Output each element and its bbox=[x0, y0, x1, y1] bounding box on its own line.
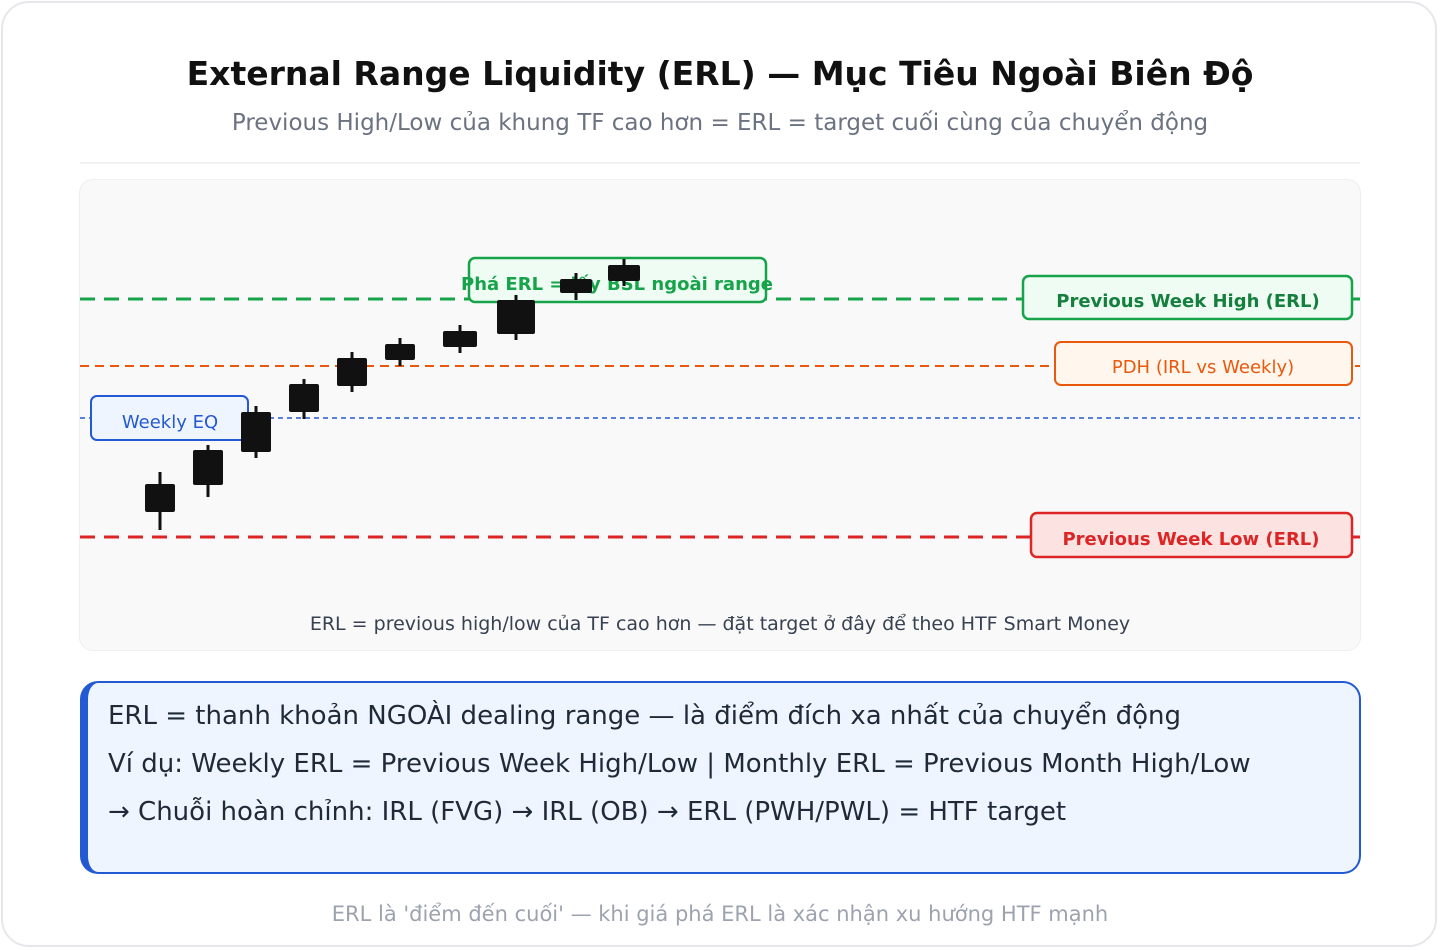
pdh-label: PDH (IRL vs Weekly) bbox=[1112, 357, 1294, 378]
info-line-definition: ERL = thanh khoản NGOÀI dealing range — … bbox=[108, 701, 1181, 731]
candle bbox=[193, 445, 223, 497]
page-title: External Range Liquidity (ERL) — Mục Tiê… bbox=[186, 54, 1254, 93]
eq-label: Weekly EQ bbox=[122, 412, 218, 433]
candle bbox=[145, 472, 175, 530]
pwl-label: Previous Week Low (ERL) bbox=[1062, 529, 1319, 550]
candle bbox=[497, 295, 535, 340]
info-line-example: Ví dụ: Weekly ERL = Previous Week High/L… bbox=[108, 749, 1251, 779]
candle bbox=[385, 338, 415, 366]
diagram-caption: ERL = previous high/low của TF cao hơn —… bbox=[310, 613, 1130, 635]
candle bbox=[443, 325, 477, 353]
candles bbox=[145, 259, 640, 530]
candle bbox=[289, 379, 319, 419]
info-box bbox=[80, 681, 1361, 874]
pdh-label-box bbox=[1054, 341, 1353, 386]
break-label: Phá ERL = lấy BSL ngoài range bbox=[461, 274, 773, 295]
header-divider bbox=[80, 162, 1360, 164]
pwh-label: Previous Week High (ERL) bbox=[1056, 291, 1320, 312]
footer-note: ERL là 'điểm đến cuối' — khi giá phá ERL… bbox=[331, 902, 1109, 926]
page-subtitle: Previous High/Low của khung TF cao hơn =… bbox=[231, 110, 1209, 136]
candle bbox=[337, 352, 367, 392]
info-line-chain: → Chuỗi hoàn chỉnh: IRL (FVG) → IRL (OB)… bbox=[108, 797, 1067, 827]
pwl-label-box bbox=[1029, 511, 1354, 559]
candle bbox=[560, 273, 592, 300]
pwh-label-box bbox=[1021, 274, 1354, 321]
candle bbox=[608, 259, 640, 286]
candle bbox=[241, 406, 271, 458]
